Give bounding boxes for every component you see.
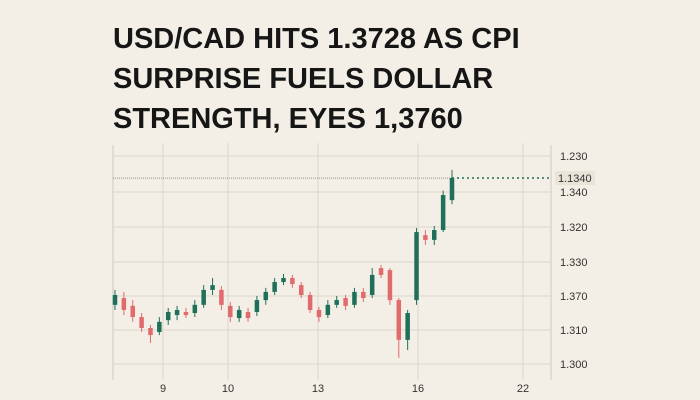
y-axis-label: 1.310 <box>560 325 588 337</box>
candle-body <box>387 270 393 301</box>
candle-body <box>183 311 189 316</box>
candle-body <box>219 289 224 305</box>
candle-body <box>210 285 215 290</box>
y-axis-label: 1.370 <box>560 291 588 303</box>
y-axis-label: 1.340 <box>560 187 588 199</box>
candle-body <box>440 195 446 231</box>
candle-body <box>174 309 180 316</box>
x-axis-label: 9 <box>160 383 166 395</box>
candle-body <box>281 277 286 283</box>
candle-body <box>290 277 295 285</box>
candle-body <box>334 300 339 305</box>
candle-body <box>236 309 242 319</box>
candle-body <box>121 298 127 310</box>
candle-body <box>369 274 375 295</box>
candle-body <box>157 321 162 333</box>
headline-line: SURPRISE FUELS DOLLAR <box>113 63 493 95</box>
candle-body <box>228 305 233 318</box>
candle-body <box>307 294 313 310</box>
y-axis-label: 1.230 <box>560 151 588 163</box>
candle-body <box>298 285 304 295</box>
candle-body <box>272 282 277 292</box>
headline-line: STRENGTH, EYES 1,3760 <box>113 103 463 135</box>
candle-body <box>378 268 384 275</box>
candle-body <box>432 230 437 240</box>
candle-body <box>112 294 118 305</box>
x-axis-label: 22 <box>517 383 529 395</box>
candle-body <box>361 291 366 299</box>
candle-body <box>423 235 428 240</box>
y-axis-label: 1.330 <box>560 257 588 269</box>
price-tag-label: 1.1340 <box>558 173 592 185</box>
y-axis-label: 1.320 <box>560 222 588 234</box>
price-tag <box>555 171 595 186</box>
candle-body <box>325 304 331 316</box>
candle-body <box>352 291 357 305</box>
candle-body <box>343 298 348 306</box>
x-axis-label: 10 <box>222 383 234 395</box>
candle-body <box>130 305 135 318</box>
candle-body <box>165 311 171 321</box>
candle-body <box>263 291 269 301</box>
candle-body <box>201 289 206 305</box>
y-axis-label: 1.300 <box>560 359 588 371</box>
x-axis-label: 16 <box>412 383 424 395</box>
x-axis-label: 13 <box>312 383 324 395</box>
candle-body <box>396 300 402 340</box>
candle-body <box>148 327 153 336</box>
candle-body <box>254 300 260 312</box>
candle-body <box>414 232 419 301</box>
candle-body <box>449 178 455 201</box>
candle-body <box>245 311 251 319</box>
candle-body <box>192 304 198 313</box>
candle-body <box>405 313 410 340</box>
candle-body <box>316 309 322 318</box>
headline-line: USD/CAD HITS 1.3728 AS CPI <box>113 23 520 55</box>
candle-body <box>139 317 144 328</box>
